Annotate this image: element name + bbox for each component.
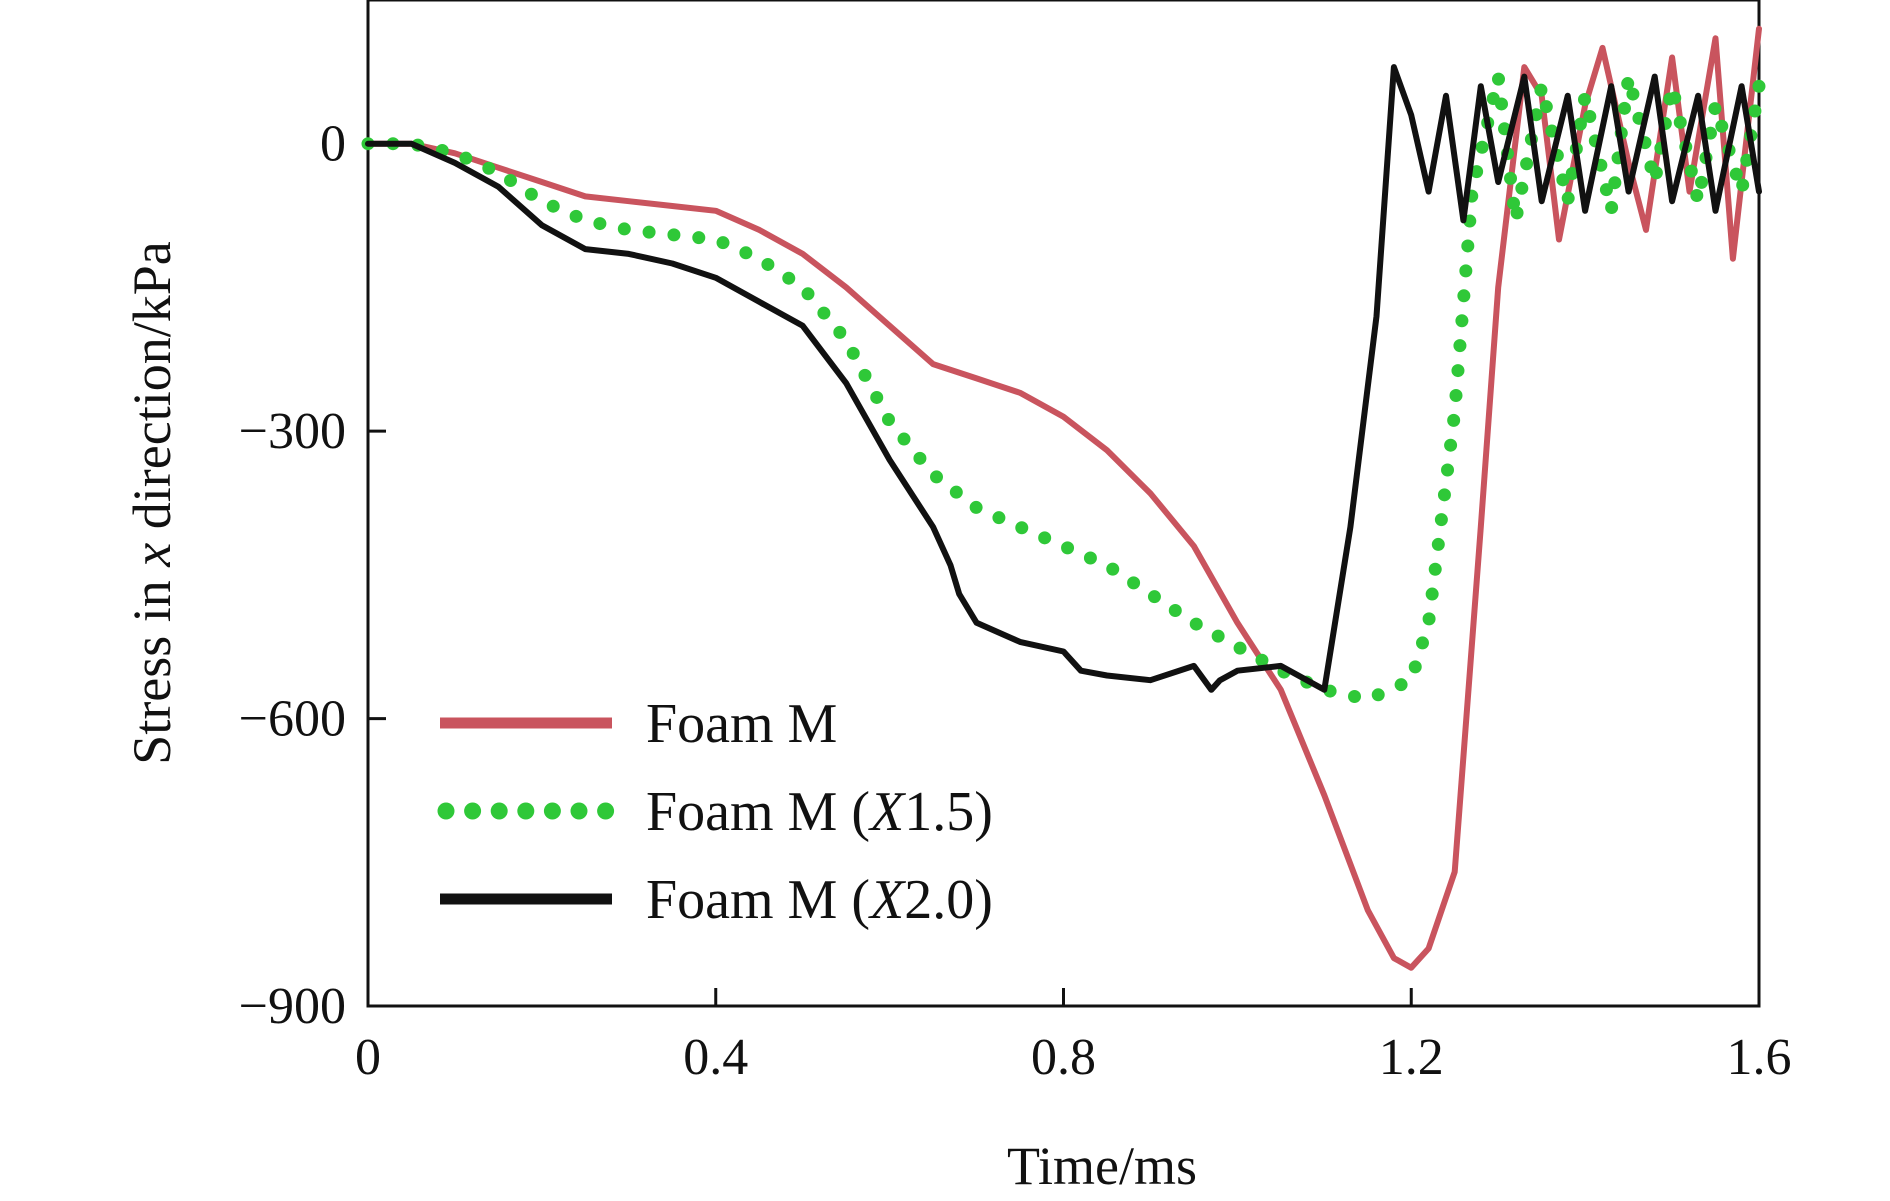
legend: Foam M Foam M (X1.5) Foam M (X2.0) [437, 693, 993, 931]
legend-label-foam-m-x20-part-2: 2.0) [904, 869, 993, 931]
legend-label-foam-m-x20: Foam M (X2.0) [646, 869, 993, 931]
x-axis-title: Time/ms [1007, 1136, 1197, 1196]
y-tick-label: −600 [239, 691, 346, 748]
legend-label-foam-m-x20-variable: X [868, 869, 907, 931]
legend-label-foam-m: Foam M [646, 693, 837, 755]
axis-ticks [366, 142, 1761, 1008]
x-tick-label: 0.4 [683, 1029, 748, 1086]
legend-label-foam-m-x15-variable: X [868, 781, 907, 843]
legend-label-foam-m-text: Foam M [646, 693, 837, 755]
y-tick-label: 0 [320, 116, 346, 173]
y-tick-label: −300 [239, 403, 346, 460]
legend-label-foam-m-x15-part-2: 1.5) [904, 781, 993, 843]
series-line-foam-m-x20 [365, 64, 1762, 693]
x-tick-label: 1.2 [1379, 1029, 1444, 1086]
tick-labels: 0 0.4 0.8 1.2 1.6 0 −300 −600 −900 [239, 116, 1792, 1086]
series-line-foam-m-x15 [361, 70, 1766, 706]
y-axis-title-variable: x [122, 543, 182, 568]
x-tick-label: 0.8 [1031, 1029, 1096, 1086]
y-axis-title-part-2: direction/kPa [122, 241, 182, 542]
legend-label-foam-m-x15-part-1: Foam M ( [646, 781, 870, 843]
legend-label-foam-m-x20-part-1: Foam M ( [646, 869, 870, 931]
series-layer [361, 25, 1766, 971]
y-axis-title-part-1: Stress in [122, 567, 182, 765]
y-tick-label: −900 [239, 978, 346, 1035]
y-axis-title: Stress in x direction/kPa [122, 241, 182, 764]
x-tick-label: 0 [355, 1029, 381, 1086]
legend-label-foam-m-x15: Foam M (X1.5) [646, 781, 993, 843]
x-tick-label: 1.6 [1727, 1029, 1792, 1086]
